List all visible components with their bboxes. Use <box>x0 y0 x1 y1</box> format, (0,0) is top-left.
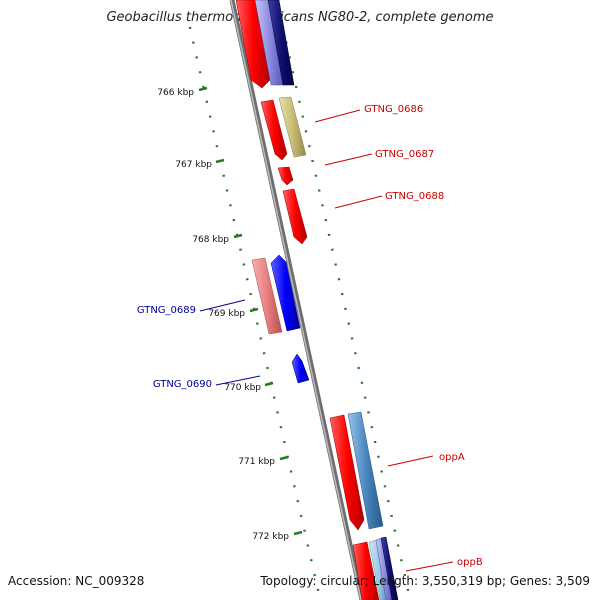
cds-reverse-arrow <box>291 353 310 384</box>
major-ticks <box>198 86 303 536</box>
cds-pink-block <box>251 257 283 335</box>
gene-label: oppB <box>457 557 483 568</box>
gene-label: oppA <box>439 452 465 463</box>
gene-label: GTNG_0689 <box>137 305 196 316</box>
cds-forward-arrow <box>235 0 271 89</box>
gene-label: GTNG_0690 <box>153 379 212 390</box>
scale-label: 771 kbp <box>238 457 275 467</box>
cds-forward-arrow <box>329 414 365 531</box>
cds-forward-block <box>352 541 380 600</box>
cds-features <box>235 0 399 600</box>
cds-reverse-block <box>267 0 295 86</box>
cds-navy-block <box>380 536 399 600</box>
scale-label: 772 kbp <box>252 532 289 542</box>
scale-label: 770 kbp <box>224 383 261 393</box>
cds-forward-arrow <box>260 99 288 161</box>
cds-reverse-arrow <box>270 254 301 332</box>
genome-stats-text: Topology: circular; Length: 3,550,319 bp… <box>260 574 590 588</box>
cds-olive-block <box>278 96 307 158</box>
map-title: Geobacillus thermodenitrificans NG80-2, … <box>106 10 494 25</box>
scale-label: 768 kbp <box>192 235 229 245</box>
label-leaders <box>199 109 454 572</box>
scale-label: 767 kbp <box>175 160 212 170</box>
gene-label: GTNG_0688 <box>385 191 444 202</box>
scale-label: 766 kbp <box>157 88 194 98</box>
scale-labels: 766 kbp 767 kbp 768 kbp 769 kbp 770 kbp … <box>157 88 289 542</box>
scale-label: 769 kbp <box>208 309 245 319</box>
cds-steel-block <box>347 411 384 530</box>
accession-text: Accession: NC_009328 <box>8 574 145 588</box>
gene-label: GTNG_0687 <box>375 149 434 160</box>
cds-forward-arrow <box>282 188 308 245</box>
gene-labels: GTNG_0686 GTNG_0687 GTNG_0688 GTNG_0689 … <box>137 104 483 568</box>
gene-label: GTNG_0686 <box>364 104 423 115</box>
cds-forward-arrow <box>277 166 294 186</box>
sequence-backbone <box>229 0 365 600</box>
